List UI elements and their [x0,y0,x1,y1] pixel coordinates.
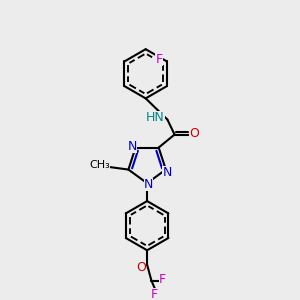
Text: O: O [189,127,199,140]
Text: F: F [155,53,162,66]
Text: F: F [151,288,158,300]
Text: N: N [144,178,153,191]
Text: N: N [128,140,137,153]
Text: CH₃: CH₃ [89,160,110,170]
Text: N: N [163,166,172,179]
Text: O: O [136,261,146,274]
Text: HN: HN [146,111,165,124]
Text: F: F [159,273,166,286]
